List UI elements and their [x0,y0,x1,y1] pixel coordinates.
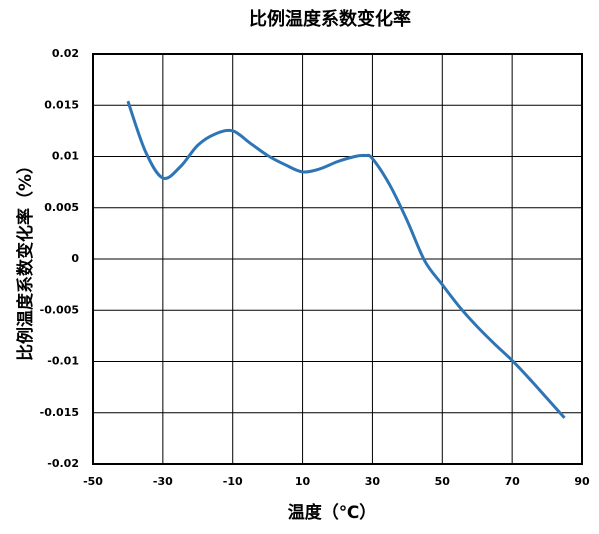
y-tick-label: 0.005 [44,201,79,214]
y-tick-label: -0.015 [40,406,79,419]
x-tick-label: 10 [295,475,311,488]
x-tick-label: 90 [574,475,590,488]
x-tick-label: 70 [504,475,520,488]
y-tick-label: 0.02 [52,47,79,60]
y-tick-label: 0.015 [44,98,79,111]
x-tick-label: 50 [435,475,451,488]
y-tick-label: -0.01 [47,355,79,368]
y-tick-label: -0.005 [40,303,79,316]
x-tick-label: -50 [83,475,103,488]
y-tick-label: 0 [71,252,79,265]
x-tick-label: 30 [365,475,381,488]
y-axis-label: 比例温度系数变化率（%） [15,157,36,361]
x-tick-label: -10 [223,475,243,488]
x-axis-label: 温度（℃） [288,502,377,523]
x-tick-label: -30 [153,475,173,488]
plot-frame [92,53,583,465]
data-line [126,100,566,419]
chart-title: 比例温度系数变化率 [249,8,411,30]
y-tick-label: -0.02 [47,457,79,470]
y-tick-label: 0.01 [52,150,79,163]
